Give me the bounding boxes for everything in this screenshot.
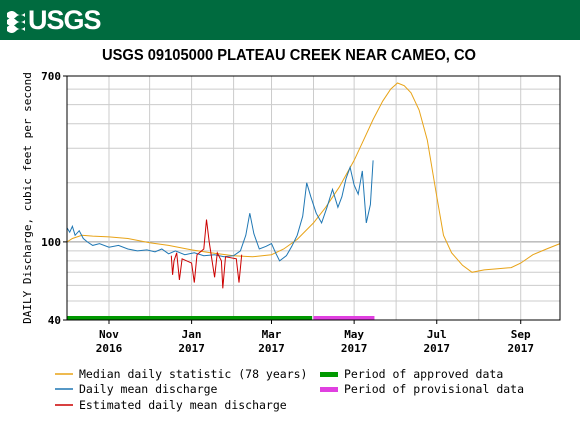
legend-label: Estimated daily mean discharge: [79, 398, 287, 412]
y-tick-label: 40: [48, 314, 61, 327]
plot-area: [66, 75, 561, 321]
usgs-logo[interactable]: USGS: [6, 4, 102, 36]
period-bar-provisional: [313, 316, 375, 320]
legend-label: Period of provisional data: [344, 382, 524, 396]
series-line-daily: [66, 160, 374, 262]
y-tick-label: 700: [41, 70, 61, 83]
usgs-wave-icon: [7, 11, 25, 33]
x-tick-month-label: Mar: [262, 328, 282, 341]
x-tick-year-label: 2017: [341, 342, 368, 355]
x-tick-month-label: May: [344, 328, 364, 341]
period-bar-approved: [67, 316, 313, 320]
x-axis-ticks: Nov2016Jan2017Mar2017May2017Jul2017Sep20…: [96, 320, 534, 355]
discharge-chart: USGS 09105000 PLATEAU CREEK NEAR CAMEO, …: [21, 46, 561, 412]
legend-label: Period of approved data: [344, 367, 503, 381]
usgs-logo-text: USGS: [28, 4, 102, 35]
legend-label: Median daily statistic (78 years): [79, 367, 307, 381]
data-period-bars: [67, 316, 375, 320]
y-axis-ticks: 40 100 700: [41, 70, 67, 327]
legend-swatch: [320, 372, 338, 377]
x-tick-month-label: Jan: [182, 328, 202, 341]
gridlines: [66, 75, 560, 321]
y-axis-label: DAILY Discharge, cubic feet per second: [21, 72, 34, 324]
x-tick-month-label: Nov: [99, 328, 119, 341]
legend: Median daily statistic (78 years) Period …: [55, 367, 524, 412]
legend-label: Daily mean discharge: [79, 382, 218, 396]
series-line-median: [66, 82, 561, 273]
x-tick-year-label: 2016: [96, 342, 123, 355]
y-tick-label: 100: [41, 236, 61, 249]
x-tick-year-label: 2017: [507, 342, 534, 355]
series-layer: [66, 82, 561, 289]
x-tick-year-label: 2017: [258, 342, 285, 355]
x-tick-month-label: Jul: [427, 328, 447, 341]
series-line-estimated: [170, 219, 243, 289]
usgs-banner: USGS: [0, 0, 580, 40]
chart-title: USGS 09105000 PLATEAU CREEK NEAR CAMEO, …: [102, 46, 476, 64]
x-tick-year-label: 2017: [178, 342, 205, 355]
x-tick-year-label: 2017: [424, 342, 451, 355]
legend-swatch: [320, 387, 338, 392]
x-tick-month-label: Sep: [511, 328, 531, 341]
